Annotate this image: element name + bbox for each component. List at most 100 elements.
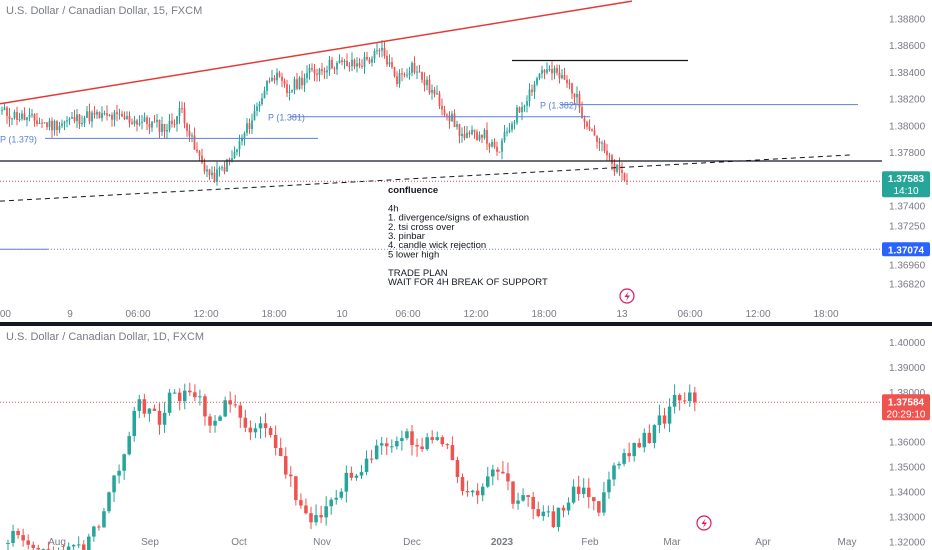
intraday-candle-body (396, 76, 398, 84)
intraday-candle (38, 117, 41, 125)
intraday-candle-body (51, 120, 53, 131)
intraday-candle (586, 120, 588, 130)
intraday-candle (426, 76, 428, 91)
intraday-candle-body (258, 103, 261, 107)
daily-candle (546, 505, 551, 518)
daily-candle (571, 479, 576, 505)
daily-chart-pane[interactable]: 1.40000 1.39000 1.38000 1.36000 1.35000 1.340… (0, 326, 932, 550)
intraday-candle (418, 65, 421, 73)
intraday-candle-body (278, 72, 281, 77)
intraday-candle-body (103, 113, 106, 115)
intraday-candle-body (561, 75, 563, 79)
pane-divider[interactable] (0, 322, 932, 326)
intraday-chart-svg[interactable]: P (1.379) P (1.381) P (1.382) 1.38800 1.386… (0, 0, 932, 322)
price-tick-label: 1.38000 (889, 388, 926, 399)
intraday-candle (178, 101, 181, 125)
daily-candle (81, 540, 86, 550)
intraday-candle (106, 105, 108, 121)
daily-candle (273, 425, 278, 456)
intraday-candle (368, 57, 371, 65)
daily-candle-body (531, 497, 535, 510)
daily-candle-body (208, 416, 212, 426)
intraday-candle (86, 106, 88, 118)
intraday-candle-body (543, 70, 546, 73)
intraday-candle (473, 129, 476, 139)
daily-candle-body (253, 428, 258, 433)
daily-candle-body (637, 442, 642, 448)
intraday-candle (363, 52, 366, 74)
intraday-candle (388, 54, 391, 68)
intraday-candle-body (21, 113, 23, 119)
intraday-candle-body (78, 114, 81, 124)
daily-candle (127, 431, 131, 456)
intraday-candle-body (98, 111, 101, 119)
intraday-price-axis[interactable]: 1.38800 1.38600 1.38400 1.38200 1.38000 1.378… (882, 14, 930, 290)
daily-candle (526, 494, 530, 507)
intraday-candle (421, 71, 423, 84)
daily-candle (238, 402, 243, 428)
intraday-candle (56, 120, 58, 136)
intraday-candle (441, 98, 443, 116)
intraday-candle-body (318, 69, 321, 75)
daily-candle (637, 438, 642, 449)
daily-candle-body (672, 395, 677, 407)
intraday-candle-body (183, 108, 186, 124)
daily-candle-body (541, 511, 546, 517)
daily-candle-body (440, 437, 445, 445)
intraday-candle-body (411, 62, 413, 73)
daily-candle (354, 473, 359, 481)
intraday-candle-body (401, 73, 403, 75)
price-tick-label: 1.36000 (889, 438, 926, 449)
intraday-candle (448, 111, 451, 129)
intraday-candle (241, 134, 243, 146)
intraday-candle-body (43, 122, 46, 124)
intraday-candle (291, 89, 293, 94)
daily-candle-body (369, 458, 374, 460)
daily-candle (152, 404, 157, 411)
intraday-candle (466, 126, 468, 139)
daily-candle-body (223, 400, 227, 417)
intraday-time-axis[interactable]: :00 9 06:00 12:00 18:00 10 06:00 12:00 18:00 13 06… (0, 309, 839, 320)
daily-candle (112, 474, 116, 503)
intraday-candle (478, 131, 481, 142)
intraday-candle (443, 105, 446, 117)
daily-candle (612, 462, 616, 487)
daily-candle (667, 398, 672, 433)
intraday-candle-body (393, 67, 396, 77)
intraday-candle-body (476, 131, 478, 141)
lightning-icon[interactable] (696, 515, 712, 531)
intraday-candle (376, 43, 378, 55)
intraday-candle (298, 76, 301, 90)
intraday-candle-body (336, 62, 338, 70)
intraday-candle (311, 63, 313, 72)
lightning-icon[interactable] (619, 288, 635, 304)
daily-candle (36, 544, 41, 550)
daily-candle-body (314, 515, 318, 523)
intraday-candle-body (233, 151, 236, 159)
daily-candle (66, 542, 71, 550)
daily-candle (420, 437, 424, 453)
intraday-candle-body (148, 123, 151, 128)
intraday-candle (521, 101, 523, 121)
daily-candle-body (379, 443, 384, 446)
intraday-candle-body (596, 135, 598, 142)
daily-time-axis[interactable]: Aug Sep Oct Nov Dec 2023 Feb Mar Apr May (48, 537, 856, 548)
intraday-candle-body (288, 91, 291, 93)
daily-price-axis[interactable]: 1.40000 1.39000 1.38000 1.36000 1.35000 1.340… (882, 338, 930, 548)
intraday-candle-body (541, 70, 543, 74)
daily-candle (268, 425, 273, 438)
daily-candle-body (319, 515, 323, 518)
intraday-chart-pane[interactable]: P (1.379) P (1.381) P (1.382) 1.38800 1.386… (0, 0, 932, 322)
daily-candle-body (516, 500, 520, 504)
daily-candle-body (198, 396, 202, 398)
daily-chart-svg[interactable]: 1.40000 1.39000 1.38000 1.36000 1.35000 1.340… (0, 326, 932, 550)
intraday-candle-body (206, 169, 208, 172)
intraday-candle-body (583, 118, 586, 122)
intraday-candle (146, 115, 148, 131)
daily-candle-body (374, 445, 379, 460)
intraday-candle (618, 157, 621, 176)
intraday-candle-body (66, 120, 68, 122)
intraday-candle (48, 117, 51, 131)
intraday-candle-body (456, 124, 458, 127)
